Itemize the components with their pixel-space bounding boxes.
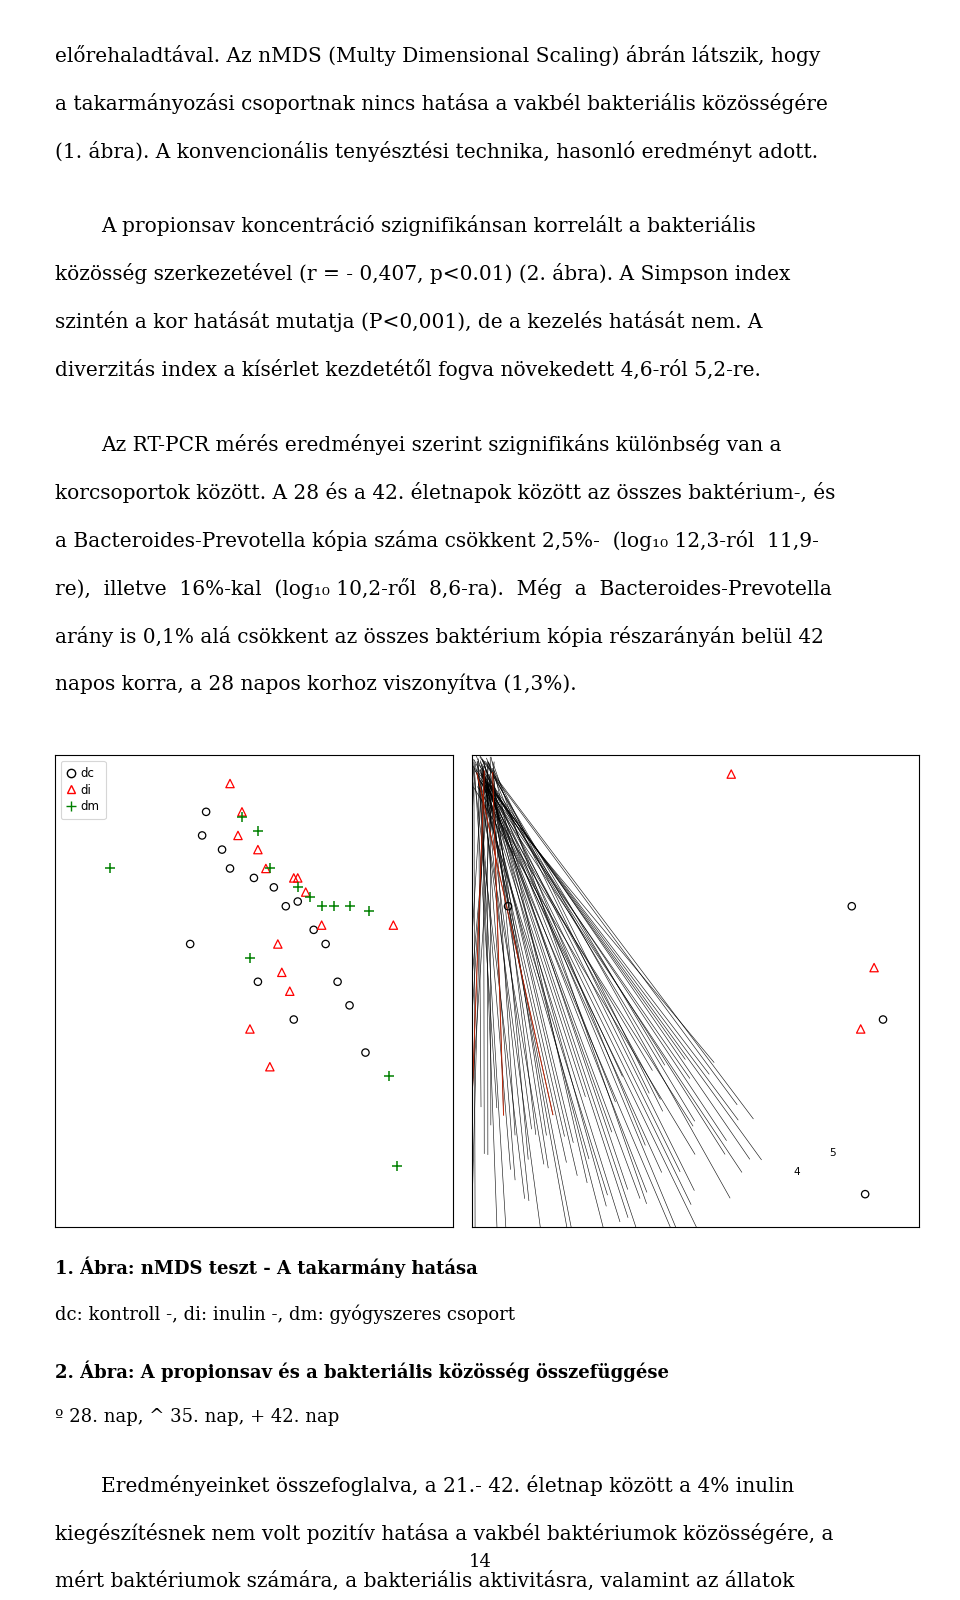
Point	[234, 798, 250, 824]
Point	[275, 960, 290, 986]
Point	[314, 893, 329, 918]
Point	[724, 762, 739, 787]
Point	[195, 822, 210, 848]
Point	[251, 837, 266, 862]
Point	[290, 888, 305, 914]
Point	[325, 893, 341, 918]
Point	[182, 931, 198, 957]
Legend: dc, di, dm: dc, di, dm	[60, 762, 106, 819]
Point	[290, 875, 305, 901]
Text: napos korra, a 28 napos korhoz viszonyítva (1,3%).: napos korra, a 28 napos korhoz viszonyít…	[55, 674, 576, 694]
Point	[230, 822, 246, 848]
Text: a Bacteroides-Prevotella kópia száma csökkent 2,5%-  (log₁₀ 12,3-ról  11,9-: a Bacteroides-Prevotella kópia száma csö…	[55, 530, 819, 550]
Point	[342, 893, 357, 918]
Point	[278, 893, 294, 918]
Point	[302, 885, 318, 910]
Text: A propionsav koncentráció szignifikánsan korrelált a bakteriális: A propionsav koncentráció szignifikánsan…	[101, 216, 756, 237]
Point	[251, 818, 266, 843]
Point	[214, 837, 229, 862]
Point	[286, 866, 301, 891]
Point	[223, 856, 238, 882]
Text: szintén a kor hatását mutatja (P<0,001), de a kezelés hatását nem. A: szintén a kor hatását mutatja (P<0,001),…	[55, 312, 762, 333]
Text: 2. Ábra: A propionsav és a bakteriális közösség összefüggése: 2. Ábra: A propionsav és a bakteriális k…	[55, 1360, 669, 1381]
Point	[251, 970, 266, 995]
Point	[298, 880, 313, 906]
Point	[262, 856, 277, 882]
Point	[242, 946, 257, 971]
Point	[290, 866, 305, 891]
Point	[234, 803, 250, 829]
Text: Eredményeinket összefoglalva, a 21.- 42. életnap között a 4% inulin: Eredményeinket összefoglalva, a 21.- 42.…	[101, 1475, 794, 1496]
Text: re),  illetve  16%-kal  (log₁₀ 10,2-ről  8,6-ra).  Még  a  Bacteroides-Prevotell: re), illetve 16%-kal (log₁₀ 10,2-ről 8,6…	[55, 578, 831, 598]
Point	[390, 1154, 405, 1179]
Text: diverzitás index a kísérlet kezdetétől fogva növekedett 4,6-ról 5,2-re.: diverzitás index a kísérlet kezdetétől f…	[55, 360, 760, 381]
Text: 1. Ábra: nMDS teszt - A takarmány hatása: 1. Ábra: nMDS teszt - A takarmány hatása	[55, 1256, 477, 1277]
Text: arány is 0,1% alá csökkent az összes baktérium kópia részarányán belül 42: arány is 0,1% alá csökkent az összes bak…	[55, 626, 824, 646]
Point	[500, 893, 516, 918]
Point	[262, 1054, 277, 1080]
Text: 4: 4	[794, 1168, 801, 1178]
Point	[853, 1016, 869, 1042]
Text: 5: 5	[829, 1149, 836, 1158]
Point	[199, 798, 214, 824]
Text: előrehaladtával. Az nMDS (Multy Dimensional Scaling) ábrán látszik, hogy: előrehaladtával. Az nMDS (Multy Dimensio…	[55, 45, 820, 66]
Point	[362, 898, 377, 923]
Point	[246, 866, 261, 891]
Point	[282, 979, 298, 1005]
Point	[857, 1181, 873, 1206]
Point	[358, 1040, 373, 1066]
Text: dc: kontroll -, di: inulin -, dm: gyógyszeres csoport: dc: kontroll -, di: inulin -, dm: gyógys…	[55, 1304, 515, 1323]
Text: közösség szerkezetével (r = - 0,407, p<0.01) (2. ábra). A Simpson index: közösség szerkezetével (r = - 0,407, p<0…	[55, 262, 790, 285]
Point	[876, 1006, 891, 1032]
Text: Az RT-PCR mérés eredményei szerint szignifikáns különbség van a: Az RT-PCR mérés eredményei szerint szign…	[101, 434, 781, 454]
Point	[382, 1064, 397, 1090]
Point	[342, 992, 357, 1018]
Point	[242, 1016, 257, 1042]
Text: º 28. nap, ^ 35. nap, + 42. nap: º 28. nap, ^ 35. nap, + 42. nap	[55, 1408, 339, 1426]
Text: kiegészítésnek nem volt pozitív hatása a vakbél baktériumok közösségére, a: kiegészítésnek nem volt pozitív hatása a…	[55, 1523, 833, 1544]
Point	[286, 1006, 301, 1032]
Point	[386, 912, 401, 938]
Point	[330, 970, 346, 995]
Point	[258, 856, 274, 882]
Point	[844, 893, 859, 918]
Text: mért baktériumok számára, a bakteriális aktivitásra, valamint az állatok: mért baktériumok számára, a bakteriális …	[55, 1571, 794, 1592]
Text: (1. ábra). A konvencionális tenyésztési technika, hasonló eredményt adott.: (1. ábra). A konvencionális tenyésztési …	[55, 141, 818, 162]
Point	[306, 917, 322, 942]
Point	[314, 912, 329, 938]
Point	[103, 856, 118, 882]
Point	[266, 875, 281, 901]
Text: a takarmányozási csoportnak nincs hatása a vakbél bakteriális közösségére: a takarmányozási csoportnak nincs hatása…	[55, 93, 828, 114]
Point	[270, 931, 285, 957]
Point	[318, 931, 333, 957]
Text: korcsoportok között. A 28 és a 42. életnapok között az összes baktérium-, és: korcsoportok között. A 28 és a 42. életn…	[55, 482, 835, 502]
Point	[866, 955, 881, 981]
Point	[223, 771, 238, 797]
Text: 14: 14	[468, 1554, 492, 1571]
